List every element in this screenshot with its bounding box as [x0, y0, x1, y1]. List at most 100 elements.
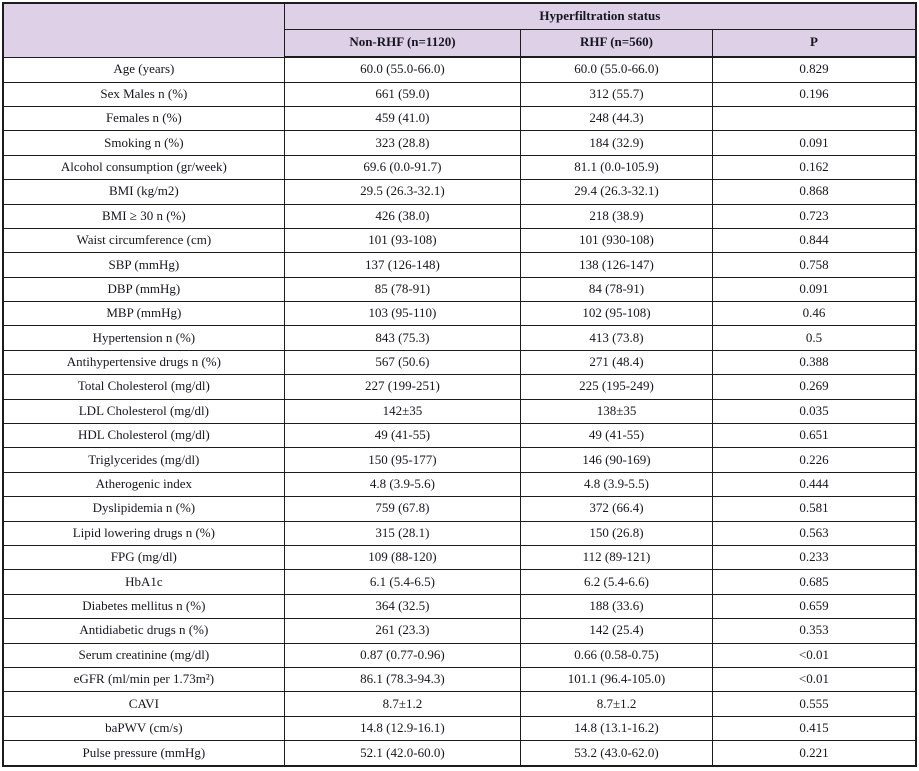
table-row: Antidiabetic drugs n (%) 261 (23.3) 142 (2… [2, 618, 917, 644]
row-label-cell: Sex Males n (%) [2, 81, 285, 107]
row-label-cell: CAVI [2, 691, 285, 717]
table-row: HbA1c 6.1 (5.4-6.5) 6.2 (5.4-6.6) 0.685 [2, 569, 917, 595]
value-cell-non-rhf: 69.6 (0.0-91.7) [283, 154, 522, 181]
table-row: Diabetes mellitus n (%) 364 (32.5) 188 (33… [2, 593, 917, 620]
p-value-cell: 0.269 [711, 374, 917, 400]
p-value-cell: 0.091 [711, 130, 917, 156]
table-row: HDL Cholesterol (mg/dl) 49 (41-55) 49 (41-… [2, 423, 917, 449]
table-row: Atherogenic index 4.8 (3.9-5.6) 4.8 (3.9-5… [2, 471, 917, 498]
table-row: Pulse pressure (mmHg) 52.1 (42.0-60.0) 53.… [2, 740, 917, 767]
row-label-cell: DBP (mmHg) [2, 276, 285, 303]
value-cell-rhf: 372 (66.4) [520, 496, 713, 522]
value-cell-rhf: 218 (38.9) [520, 203, 713, 229]
value-cell-non-rhf: 261 (23.3) [283, 618, 522, 644]
table-row: Waist circumference (cm) 101 (93-108) 101 … [2, 227, 917, 254]
p-value-cell: 0.233 [711, 544, 917, 571]
p-value-cell: 0.091 [711, 276, 917, 303]
col-header-rhf: RHF (n=560) [520, 28, 713, 58]
value-cell-rhf: 138 (126-147) [520, 252, 713, 278]
row-label-cell: Serum creatinine (mg/dl) [2, 642, 285, 668]
p-value-cell: 0.226 [711, 447, 917, 473]
row-label-cell: BMI ≥ 30 n (%) [2, 203, 285, 229]
value-cell-rhf: 225 (195-249) [520, 374, 713, 400]
value-cell-non-rhf: 85 (78-91) [283, 276, 522, 303]
table-body: Age (years) 60.0 (55.0-66.0) 60.0 (55.0-66… [2, 56, 917, 767]
value-cell-non-rhf: 101 (93-108) [283, 227, 522, 254]
table-title: Hyperfiltration status [283, 2, 917, 30]
corner-cell [2, 2, 285, 58]
value-cell-non-rhf: 843 (75.3) [283, 325, 522, 351]
column-header-row: Non-RHF (n=1120) RHF (n=560) P [3, 28, 917, 58]
value-cell-non-rhf: 109 (88-120) [283, 544, 522, 571]
table-row: SBP (mmHg) 137 (126-148) 138 (126-147) 0.75… [2, 252, 917, 278]
p-value-cell: 0.162 [711, 154, 917, 181]
value-cell-rhf: 0.66 (0.58-0.75) [520, 642, 713, 668]
row-label-cell: Antidiabetic drugs n (%) [2, 618, 285, 644]
value-cell-non-rhf: 315 (28.1) [283, 520, 522, 547]
table-row: LDL Cholesterol (mg/dl) 142±35 138±35 0.035 [2, 398, 917, 425]
value-cell-rhf: 84 (78-91) [520, 276, 713, 303]
table-row: CAVI 8.7±1.2 8.7±1.2 0.555 [2, 691, 917, 717]
p-value-cell: 0.5 [711, 325, 917, 351]
value-cell-rhf: 14.8 (13.1-16.2) [520, 715, 713, 742]
value-cell-non-rhf: 60.0 (55.0-66.0) [283, 56, 522, 83]
row-label-cell: Dyslipidemia n (%) [2, 496, 285, 522]
p-value-cell: 0.829 [711, 56, 917, 83]
p-value-cell: 0.758 [711, 252, 917, 278]
col-header-p: P [711, 28, 917, 58]
p-value-cell: 0.563 [711, 520, 917, 547]
p-value-cell: 0.659 [711, 593, 917, 620]
value-cell-non-rhf: 49 (41-55) [283, 423, 522, 449]
value-cell-rhf: 60.0 (55.0-66.0) [520, 56, 713, 83]
table-row: MBP (mmHg) 103 (95-110) 102 (95-108) 0.46 [2, 301, 917, 327]
row-label-cell: HbA1c [2, 569, 285, 595]
row-label-cell: Females n (%) [2, 105, 285, 132]
value-cell-rhf: 146 (90-169) [520, 447, 713, 473]
p-value-cell: <0.01 [711, 666, 917, 693]
value-cell-non-rhf: 323 (28.8) [283, 130, 522, 156]
row-label-cell: Smoking n (%) [2, 130, 285, 156]
table-row: Females n (%) 459 (41.0) 248 (44.3) [2, 105, 917, 132]
value-cell-rhf: 184 (32.9) [520, 130, 713, 156]
table-row: Lipid lowering drugs n (%) 315 (28.1) 150 … [2, 520, 917, 547]
row-label-cell: Hypertension n (%) [2, 325, 285, 351]
p-value-cell: 0.035 [711, 398, 917, 425]
value-cell-rhf: 53.2 (43.0-62.0) [520, 740, 713, 767]
value-cell-non-rhf: 661 (59.0) [283, 81, 522, 107]
p-value-cell: 0.868 [711, 179, 917, 205]
table-row: FPG (mg/dl) 109 (88-120) 112 (89-121) 0.233 [2, 544, 917, 571]
value-cell-non-rhf: 86.1 (78.3-94.3) [283, 666, 522, 693]
value-cell-non-rhf: 8.7±1.2 [283, 691, 522, 717]
row-label-cell: Lipid lowering drugs n (%) [2, 520, 285, 547]
row-label-cell: BMI (kg/m2) [2, 179, 285, 205]
table-row: Age (years) 60.0 (55.0-66.0) 60.0 (55.0-66… [2, 56, 917, 83]
row-label-cell: Total Cholesterol (mg/dl) [2, 374, 285, 400]
value-cell-rhf: 102 (95-108) [520, 301, 713, 327]
p-value-cell: 0.46 [711, 301, 917, 327]
value-cell-non-rhf: 150 (95-177) [283, 447, 522, 473]
table-row: Serum creatinine (mg/dl) 0.87 (0.77-0.96)… [2, 642, 917, 668]
value-cell-non-rhf: 459 (41.0) [283, 105, 522, 132]
table-row: Antihypertensive drugs n (%) 567 (50.6) 27… [2, 349, 917, 376]
p-value-cell: 0.651 [711, 423, 917, 449]
value-cell-rhf: 312 (55.7) [520, 81, 713, 107]
row-label-cell: MBP (mmHg) [2, 301, 285, 327]
p-value-cell: 0.723 [711, 203, 917, 229]
row-label-cell: Antihypertensive drugs n (%) [2, 349, 285, 376]
p-value-cell: 0.685 [711, 569, 917, 595]
value-cell-non-rhf: 227 (199-251) [283, 374, 522, 400]
value-cell-rhf: 49 (41-55) [520, 423, 713, 449]
p-value-cell: <0.01 [711, 642, 917, 668]
table-row: DBP (mmHg) 85 (78-91) 84 (78-91) 0.091 [2, 276, 917, 303]
value-cell-rhf: 150 (26.8) [520, 520, 713, 547]
row-label-cell: Pulse pressure (mmHg) [2, 740, 285, 767]
value-cell-non-rhf: 137 (126-148) [283, 252, 522, 278]
table-row: Smoking n (%) 323 (28.8) 184 (32.9) 0.091 [2, 130, 917, 156]
table-row: Total Cholesterol (mg/dl) 227 (199-251) 22… [2, 374, 917, 400]
value-cell-non-rhf: 567 (50.6) [283, 349, 522, 376]
value-cell-rhf: 248 (44.3) [520, 105, 713, 132]
value-cell-non-rhf: 29.5 (26.3-32.1) [283, 179, 522, 205]
row-label-cell: Alcohol consumption (gr/week) [2, 154, 285, 181]
row-label-cell: HDL Cholesterol (mg/dl) [2, 423, 285, 449]
